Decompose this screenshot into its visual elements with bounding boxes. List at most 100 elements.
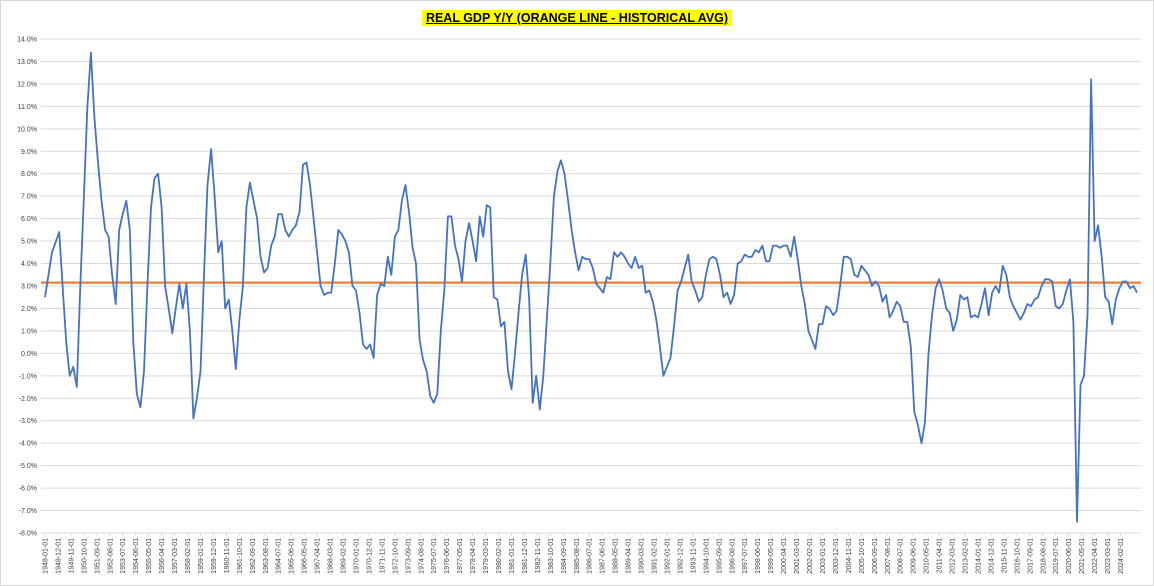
x-tick-label: 1969-02-01: [341, 538, 348, 574]
x-tick-label: 2024-02-01: [1118, 538, 1125, 574]
x-tick-label: 1981-12-01: [522, 538, 529, 574]
x-tick-label: 1992-01-01: [664, 538, 671, 574]
x-tick-label: 2001-03-01: [794, 538, 801, 574]
x-tick-label: 1979-03-01: [483, 538, 490, 574]
x-tick-label: 1999-05-01: [768, 538, 775, 574]
x-tick-label: 1980-02-01: [496, 538, 503, 574]
x-tick-label: 1951-09-01: [94, 538, 101, 574]
x-tick-label: 1948-01-01: [43, 538, 50, 574]
x-tick-label: 1959-01-01: [198, 538, 205, 574]
x-tick-label: 1961-10-01: [237, 538, 244, 574]
x-tick-label: 2010-05-01: [924, 538, 931, 574]
x-tick-label: 2022-04-01: [1092, 538, 1099, 574]
series-line-real-gdp: [44, 51, 1138, 523]
x-tick-label: 1962-09-01: [250, 538, 257, 574]
x-tick-label: 1981-01-01: [509, 538, 516, 574]
x-tick-label: 1987-06-01: [600, 538, 607, 574]
y-tick-label: 6.0%: [21, 216, 37, 223]
x-tick-label: 2016-10-01: [1014, 538, 1021, 574]
x-tick-label: 1993-11-01: [690, 538, 697, 573]
x-tick-label: 2013-02-01: [963, 538, 970, 574]
x-tick-label: 1974-08-01: [418, 538, 425, 574]
x-tick-label: 1975-07-01: [431, 538, 438, 574]
x-tick-label: 1970-12-01: [366, 538, 373, 574]
y-tick-label: 4.0%: [21, 261, 37, 268]
x-tick-label: 1955-05-01: [146, 538, 153, 574]
x-tick-label: 2003-12-01: [833, 538, 840, 574]
y-tick-label: -6.0%: [19, 486, 37, 493]
x-tick-label: 1978-04-01: [470, 538, 477, 574]
x-tick-label: 2009-06-01: [911, 538, 918, 574]
y-tick-label: -8.0%: [19, 531, 37, 538]
x-tick-label: 1976-06-01: [444, 538, 451, 574]
x-tick-label: 1977-05-01: [457, 538, 464, 574]
x-tick-label: 2017-09-01: [1027, 538, 1034, 574]
y-tick-label: 10.0%: [17, 126, 37, 133]
chart-title-wrap: REAL GDP Y/Y (ORANGE LINE - HISTORICAL A…: [1, 9, 1153, 27]
x-tick-label: 1966-05-01: [302, 538, 309, 574]
y-tick-label: 0.0%: [21, 351, 37, 358]
x-tick-label: 1996-08-01: [729, 538, 736, 574]
chart-title: REAL GDP Y/Y (ORANGE LINE - HISTORICAL A…: [421, 10, 733, 26]
x-tick-label: 1984-09-01: [561, 538, 568, 574]
x-tick-label: 1958-02-01: [185, 538, 192, 574]
x-tick-label: 1956-04-01: [159, 538, 166, 574]
x-tick-label: 1972-10-01: [392, 538, 399, 574]
x-tick-label: 1998-06-01: [755, 538, 762, 574]
x-tick-label: 1964-07-01: [276, 538, 283, 574]
x-tick-label: 1950-10-01: [81, 538, 88, 574]
y-tick-label: -1.0%: [19, 373, 37, 380]
y-tick-label: 7.0%: [21, 194, 37, 201]
y-tick-label: 1.0%: [21, 328, 37, 335]
x-tick-label: 2002-02-01: [807, 538, 814, 574]
x-tick-label: 2006-09-01: [872, 538, 879, 574]
x-tick-label: 2004-11-01: [846, 538, 853, 573]
x-tick-label: 1959-12-01: [211, 538, 218, 574]
x-tick-label: 1982-11-01: [535, 538, 542, 573]
x-tick-label: 1968-03-01: [328, 538, 335, 574]
x-tick-label: 1973-09-01: [405, 538, 412, 574]
x-tick-label: 1991-02-01: [652, 538, 659, 574]
x-tick-label: 1985-08-01: [574, 538, 581, 574]
x-tick-label: 1965-06-01: [289, 538, 296, 574]
x-tick-label: 2023-03-01: [1105, 538, 1112, 574]
x-tick-label: 2014-12-01: [988, 538, 995, 574]
x-tick-label: 1948-12-01: [55, 538, 62, 574]
y-tick-label: 12.0%: [17, 81, 37, 88]
y-tick-label: 14.0%: [17, 37, 37, 44]
y-tick-label: -3.0%: [19, 418, 37, 425]
x-tick-label: 1989-04-01: [626, 538, 633, 574]
y-tick-label: -7.0%: [19, 508, 37, 515]
y-tick-label: 9.0%: [21, 149, 37, 156]
y-tick-label: 5.0%: [21, 239, 37, 246]
x-tick-label: 1949-11-01: [68, 538, 75, 573]
x-tick-label: 1988-05-01: [613, 538, 620, 574]
x-tick-label: 2014-01-01: [976, 538, 983, 574]
y-tick-label: -4.0%: [19, 441, 37, 448]
x-tick-label: 2012-03-01: [950, 538, 957, 574]
x-tick-label: 1953-07-01: [120, 538, 127, 574]
x-tick-label: 1952-08-01: [107, 538, 114, 574]
y-tick-label: 2.0%: [21, 306, 37, 313]
x-tick-label: 1992-12-01: [677, 538, 684, 574]
x-tick-label: 2019-07-01: [1053, 538, 1060, 574]
x-tick-label: 1990-03-01: [639, 538, 646, 574]
x-tick-label: 1995-09-01: [716, 538, 723, 574]
x-tick-label: 2021-05-01: [1079, 538, 1086, 574]
x-tick-label: 1997-07-01: [742, 538, 749, 574]
x-tick-label: 2003-01-01: [820, 538, 827, 574]
x-tick-label: 1967-04-01: [315, 538, 322, 574]
x-tick-label: 1960-11-01: [224, 538, 231, 573]
x-tick-label: 2000-04-01: [781, 538, 788, 574]
x-tick-label: 2018-08-01: [1040, 538, 1047, 574]
y-tick-label: -5.0%: [19, 463, 37, 470]
x-tick-label: 2020-06-01: [1066, 538, 1073, 574]
x-tick-label: 1954-06-01: [133, 538, 140, 574]
y-tick-label: 8.0%: [21, 171, 37, 178]
x-tick-label: 2008-07-01: [898, 538, 905, 574]
x-tick-label: 1971-11-01: [379, 538, 386, 573]
x-tick-label: 2015-11-01: [1001, 538, 1008, 573]
x-tick-label: 2005-10-01: [859, 538, 866, 574]
